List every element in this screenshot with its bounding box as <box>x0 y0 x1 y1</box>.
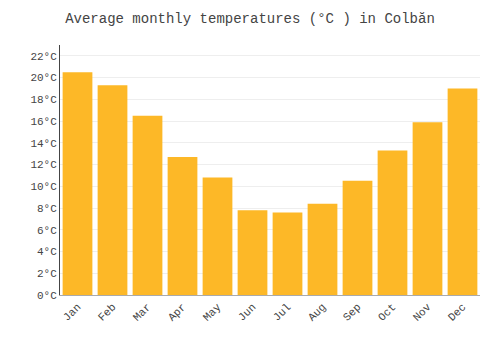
svg-text:20°C: 20°C <box>30 72 57 84</box>
svg-text:Jul: Jul <box>271 301 293 323</box>
svg-text:10°C: 10°C <box>30 181 57 193</box>
svg-text:Mar: Mar <box>131 301 153 323</box>
svg-text:Apr: Apr <box>166 301 188 323</box>
svg-text:8°C: 8°C <box>37 203 57 215</box>
svg-text:Oct: Oct <box>376 301 398 323</box>
svg-text:18°C: 18°C <box>30 94 57 106</box>
svg-text:Jan: Jan <box>61 301 83 323</box>
svg-text:Nov: Nov <box>411 301 434 324</box>
svg-text:Average monthly temperatures (: Average monthly temperatures (°C ) in Co… <box>65 11 435 27</box>
svg-text:22°C: 22°C <box>30 51 57 63</box>
svg-text:Jun: Jun <box>236 301 258 323</box>
svg-text:14°C: 14°C <box>30 138 57 150</box>
svg-text:16°C: 16°C <box>30 116 57 128</box>
svg-text:0°C: 0°C <box>37 290 57 302</box>
svg-text:Feb: Feb <box>96 301 118 323</box>
svg-text:May: May <box>201 301 224 324</box>
svg-text:12°C: 12°C <box>30 159 57 171</box>
svg-text:Sep: Sep <box>341 301 363 323</box>
svg-text:2°C: 2°C <box>37 268 57 280</box>
svg-text:Dec: Dec <box>446 301 468 323</box>
svg-text:6°C: 6°C <box>37 225 57 237</box>
svg-text:4°C: 4°C <box>37 246 57 258</box>
svg-text:Aug: Aug <box>306 301 328 323</box>
